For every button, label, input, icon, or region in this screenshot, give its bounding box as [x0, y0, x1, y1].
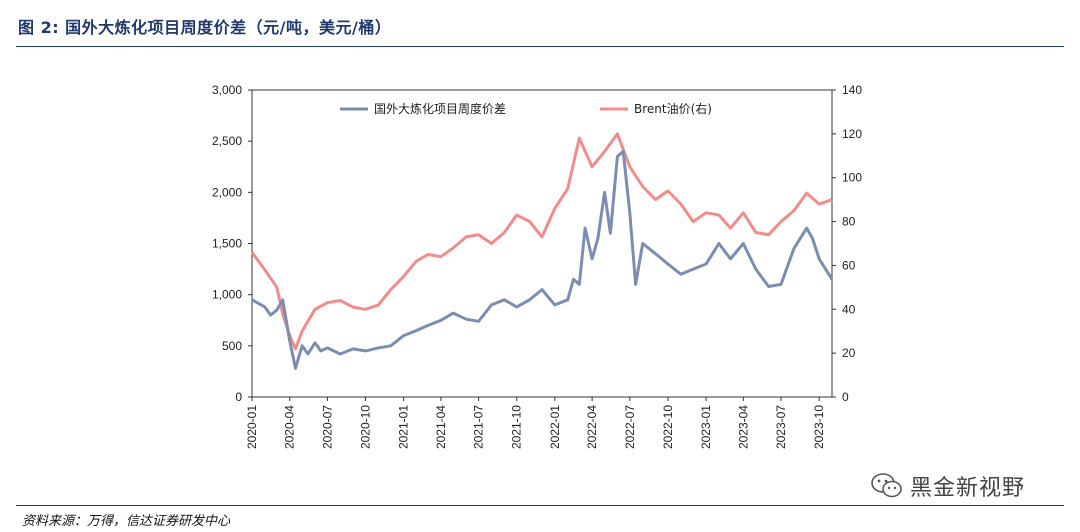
- y-right-tick-label: 0: [842, 390, 849, 404]
- axes-group: 0 500 1,000 1,500 2,000 2,500 3,000 0 20 40 60 80 10…: [212, 83, 862, 449]
- x-tick-label: 2023-07: [774, 405, 788, 449]
- x-tick-label: 2020-07: [320, 405, 334, 449]
- title-rule: [16, 46, 1064, 47]
- series-line-spread: [251, 149, 834, 370]
- y-left-tick-label: 1,500: [212, 237, 242, 251]
- source-note: 资料来源：万得，信达证券研发中心: [22, 514, 231, 529]
- x-tick-label: 2021-01: [397, 405, 411, 449]
- wechat-icon: [871, 473, 902, 498]
- y-right-tick-label: 80: [842, 215, 856, 229]
- x-tick-label: 2023-01: [699, 405, 713, 449]
- y-right-tick-label: 60: [842, 258, 856, 272]
- x-tick-label: 2020-04: [283, 405, 297, 449]
- y-right-tick-label: 40: [842, 302, 856, 316]
- y-left-tick-label: 2,000: [212, 185, 242, 199]
- x-tick-label: 2021-10: [510, 405, 524, 449]
- x-tick-label: 2020-10: [359, 405, 373, 449]
- x-tick-label: 2021-07: [472, 405, 486, 449]
- x-tick-label: 2022-04: [585, 405, 599, 449]
- x-tick-label: 2023-04: [736, 405, 750, 449]
- x-tick-label: 2021-04: [434, 405, 448, 449]
- x-tick-label: 2022-10: [661, 405, 675, 449]
- series-group: [250, 132, 834, 370]
- y-left-tick-label: 1,000: [212, 288, 242, 302]
- y-right-tick-label: 20: [842, 346, 856, 360]
- series-line-brent: [250, 132, 833, 351]
- y-left-tick-label: 500: [222, 339, 242, 353]
- y-left-tick-label: 2,500: [212, 134, 242, 148]
- figure-title: 图 2: 国外大炼化项目周度价差（元/吨，美元/桶）: [18, 18, 392, 37]
- watermark: 黑金新视野: [870, 466, 1025, 506]
- source-rule: [16, 505, 1064, 506]
- legend-label-brent: Brent油价(右): [634, 101, 712, 116]
- x-tick-label: 2022-07: [623, 405, 637, 449]
- y-left-tick-label: 3,000: [212, 83, 242, 97]
- x-tick-label: 2023-10: [812, 405, 826, 449]
- dual-axis-line-chart: 0 500 1,000 1,500 2,000 2,500 3,000 0 20 40 60 80 10…: [212, 83, 862, 449]
- legend-label-spread: 国外大炼化项目周度价差: [374, 101, 506, 116]
- y-left-tick-label: 0: [235, 390, 242, 404]
- plot-frame: [251, 89, 833, 398]
- y-right-tick-label: 140: [842, 83, 862, 97]
- y-right-tick-label: 120: [842, 127, 862, 141]
- watermark-text: 黑金新视野: [910, 476, 1026, 501]
- legend: 国外大炼化项目周度价差 Brent油价(右): [340, 101, 712, 116]
- x-tick-label: 2022-01: [548, 405, 562, 449]
- y-right-tick-label: 100: [842, 171, 862, 185]
- x-tick-label: 2020-01: [245, 405, 259, 449]
